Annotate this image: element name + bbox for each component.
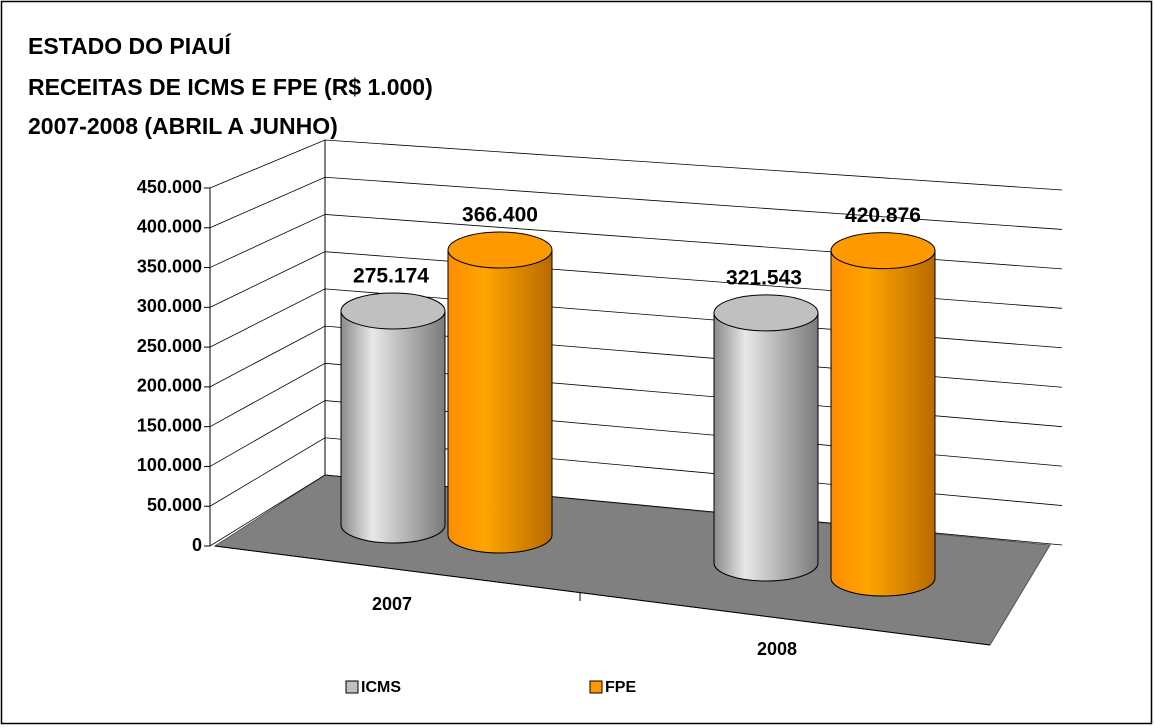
cylinder	[340, 310, 446, 544]
x-axis	[214, 545, 991, 646]
cylinder-top	[713, 294, 819, 332]
x-tick-label: 2007	[372, 594, 412, 614]
cylinder	[830, 250, 936, 597]
y-tick-label: 150.000	[137, 415, 202, 435]
y-tick-label: 300.000	[137, 296, 202, 316]
y-tick-label: 450.000	[137, 177, 202, 197]
cylinder-top	[447, 231, 553, 269]
data-label: 366.400	[462, 204, 538, 227]
y-tick-label: 400.000	[137, 217, 202, 237]
y-tick-label: 250.000	[137, 336, 202, 356]
y-tick-label: 50.000	[147, 495, 202, 515]
legend-label: FPE	[605, 679, 636, 696]
legend-label: ICMS	[361, 679, 401, 696]
chart-title: RECEITAS DE ICMS E FPE (R$ 1.000)	[28, 74, 433, 100]
data-label: 420.876	[845, 204, 921, 227]
grid-line	[209, 251, 1063, 309]
cylinder	[713, 312, 819, 582]
chart-title: ESTADO DO PIAUÍ	[28, 32, 231, 59]
legend-swatch	[589, 680, 603, 694]
y-tick-label: 350.000	[137, 256, 202, 276]
cylinder-top	[830, 232, 936, 270]
cylinder	[447, 249, 553, 554]
legend-swatch	[345, 680, 359, 694]
chart-title: 2007-2008 (ABRIL A JUNHO)	[28, 113, 338, 139]
cylinder-top	[340, 292, 446, 330]
grid-line	[209, 176, 1063, 230]
y-tick-label: 100.000	[137, 455, 202, 475]
y-tick-label: 0	[192, 535, 202, 555]
grid-line	[209, 139, 1063, 191]
data-label: 321.543	[726, 266, 802, 289]
x-tick-label: 2008	[757, 639, 797, 659]
data-label: 275.174	[353, 265, 429, 288]
grid-line	[209, 214, 1063, 270]
y-tick-label: 200.000	[137, 376, 202, 396]
